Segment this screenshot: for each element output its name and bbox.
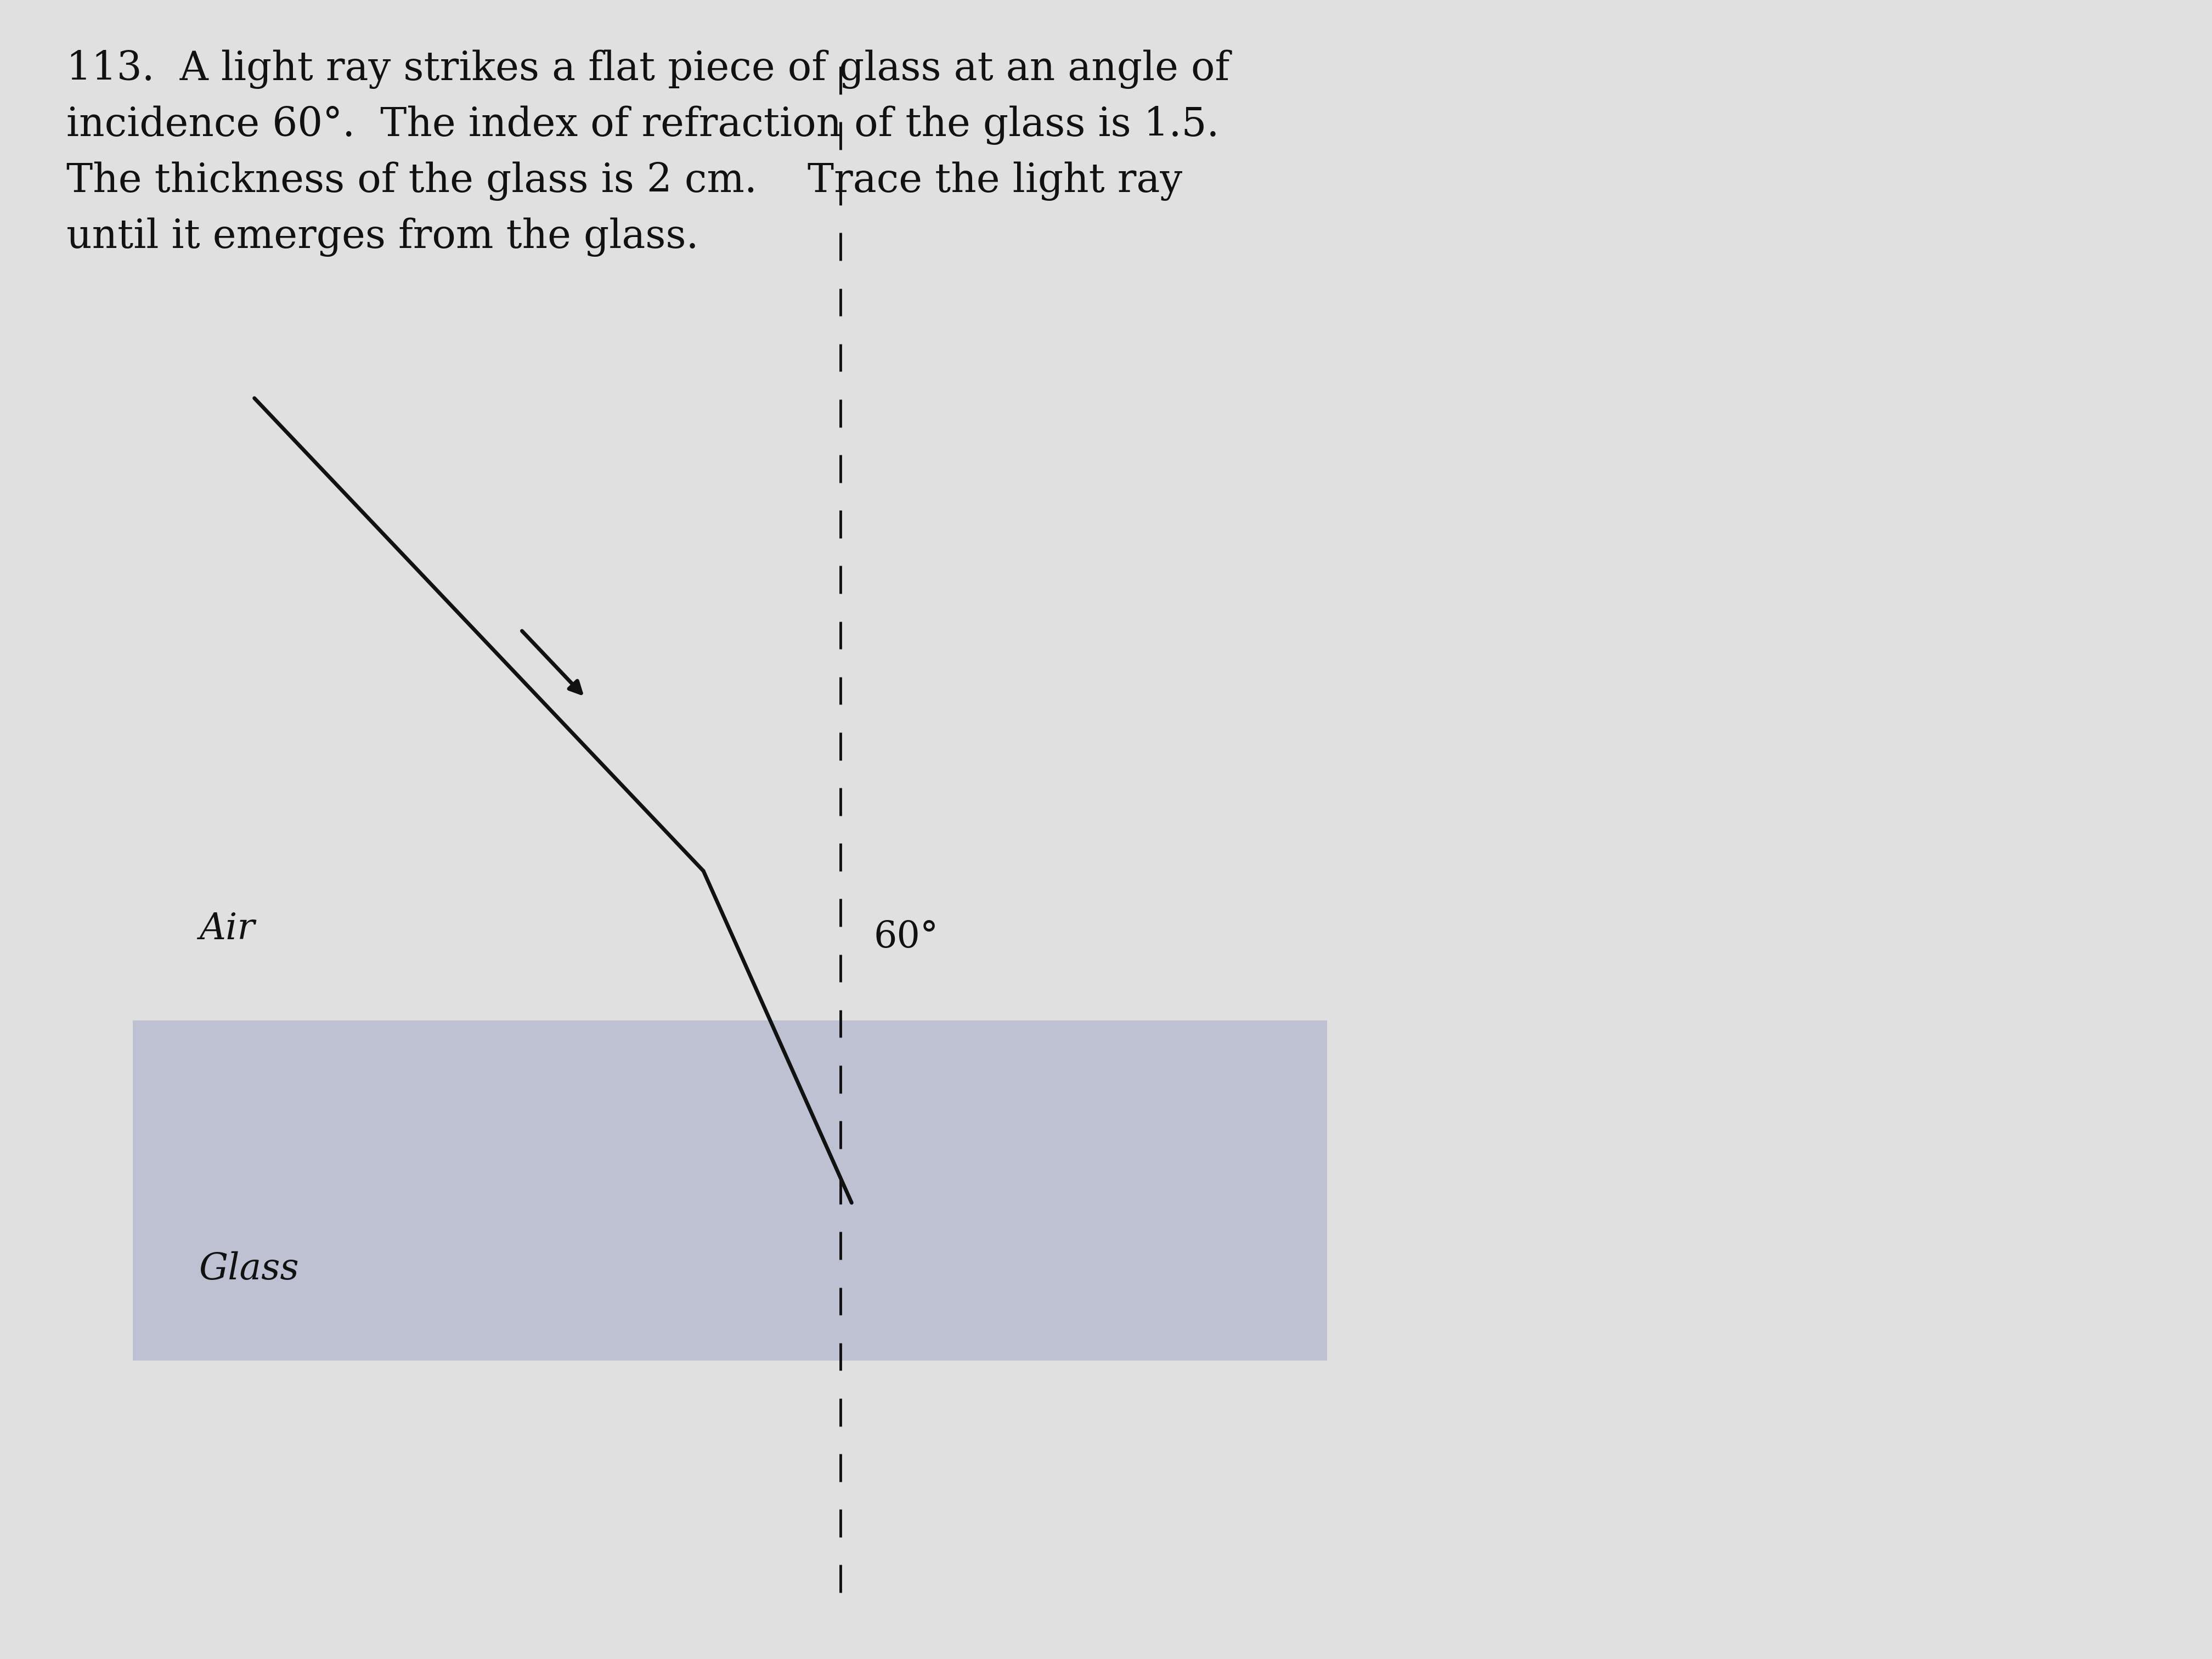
Text: Glass: Glass [199, 1251, 299, 1287]
Text: 60°: 60° [874, 919, 938, 956]
Text: 113.  A light ray strikes a flat piece of glass at an angle of
incidence 60°.  T: 113. A light ray strikes a flat piece of… [66, 50, 1230, 257]
Bar [133, 1020, 1327, 1360]
Text: Air: Air [199, 911, 254, 947]
